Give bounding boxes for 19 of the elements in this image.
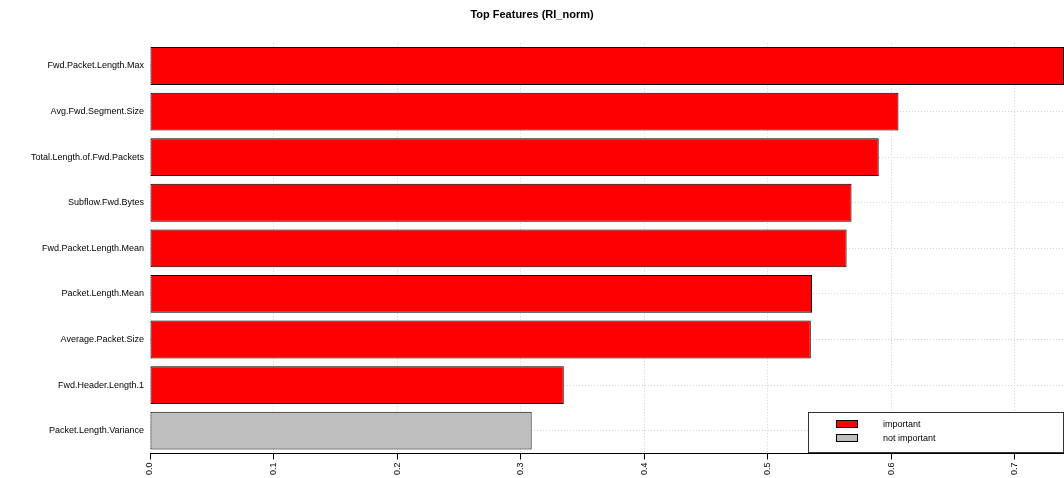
x-tick-label: 0.7 [1009,462,1020,475]
y-tick-label: Fwd.Header.Length.1 [57,379,144,390]
y-tick-label: Avg.Fwd.Segment.Size [50,106,144,117]
y-tick-label: Packet.Length.Variance [49,425,144,436]
x-tick-label: 0.2 [391,462,402,475]
x-tick-label: 0.3 [515,462,526,475]
x-tick-label: 0.1 [268,462,278,475]
y-tick-label: Fwd.Packet.Length.Max [47,60,145,71]
y-tick-label: Subflow.Fwd.Bytes [67,197,145,208]
chart-title: Top Features (RI_norm) [470,7,594,20]
x-tick-label: 0.5 [762,462,773,475]
x-tick-label: 0.4 [638,462,649,475]
y-tick-label: Total.Length.of.Fwd.Packets [30,151,145,162]
x-tick-label: 0.6 [885,462,896,475]
y-tick-label: Average.Packet.Size [60,334,144,344]
x-tick-label: 0.0 [144,462,155,475]
legend: important not important [808,412,1064,454]
y-tick-label: Fwd.Packet.Length.Mean [41,242,144,253]
y-tick-label: Packet.Length.Mean [61,288,144,299]
